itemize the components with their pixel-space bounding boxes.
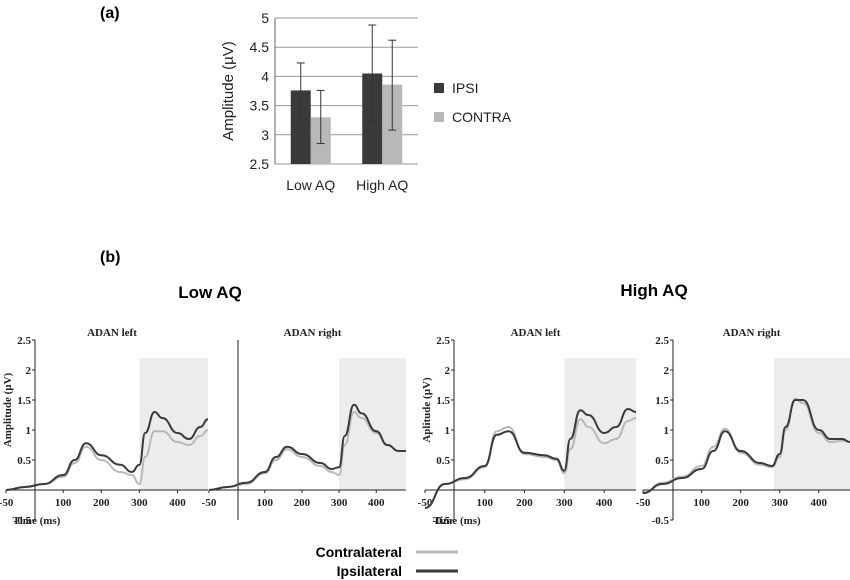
erp-xtick-label: 100 [55, 497, 72, 509]
erp-ytick-label: 1 [664, 425, 670, 437]
group-title-high: High AQ [620, 281, 687, 300]
legend-label-ipsi: IPSI [452, 80, 478, 96]
erp-line-contralateral [5, 429, 209, 491]
erp-panels: ADAN left-0.50.511.522.5-50 100 200 300 400A… [0, 327, 850, 527]
erp-xtick-label: 400 [368, 497, 385, 509]
erp-ytick-label: 2.5 [655, 335, 669, 347]
erp-y-axis-label: Aplitude (µV) [421, 377, 433, 443]
erp-xtick-label: 300 [771, 497, 788, 509]
erp-xtick-label: 200 [294, 497, 311, 509]
legend-b: Contralateral Ipsilateral [316, 544, 458, 579]
erp-ytick-label: 1.5 [655, 395, 669, 407]
erp-ytick-label: 1.5 [17, 395, 31, 407]
erp-xtick-label: 400 [169, 497, 186, 509]
erp-ytick-label: 0.5 [655, 455, 669, 467]
erp-xtick-label: -50 [636, 497, 651, 509]
erp-panel-title: ADAN right [723, 327, 781, 339]
legend-contralateral-label: Contralateral [316, 544, 402, 560]
bar-ytick-label: 4.5 [250, 39, 270, 55]
erp-ytick-label: 2 [664, 365, 670, 377]
bar-ytick-label: 3.5 [250, 98, 270, 114]
erp-xtick-label: 200 [732, 497, 749, 509]
erp-ytick-label: 0.5 [17, 455, 31, 467]
erp-ytick-label: -0.5 [652, 515, 670, 527]
bar-ytick-label: 4 [261, 68, 269, 84]
erp-xtick-label: -50 [202, 497, 217, 509]
erp-ytick-label: 2.5 [17, 335, 31, 347]
erp-ytick-label: 2 [26, 365, 32, 377]
bar-category-label: High AQ [356, 177, 408, 193]
bar-ipsi-low-aq [290, 90, 311, 164]
bar-chart: 2.5 3 3.5 4 4.5 5 Amplitude (µV) Low AQ High AQ I… [220, 10, 512, 193]
erp-ytick-label: 0.5 [436, 455, 450, 467]
erp-xtick-label: 100 [257, 497, 274, 509]
erp-y-axis-label: Amplitude (µV) [2, 372, 14, 447]
erp-xtick-label: 200 [516, 497, 533, 509]
erp-panel-1: ADAN left -0.5 0.5 1 1.5 2 2.5 -50 100 200 300 400 A… [0, 327, 209, 527]
panel-label-b: (b) [100, 249, 120, 266]
bar-category-label: Low AQ [286, 177, 335, 193]
erp-panel-title: ADAN left [87, 327, 137, 339]
erp-panel-title: ADAN left [511, 327, 561, 339]
group-title-low: Low AQ [178, 283, 242, 302]
erp-line-ipsilateral [208, 403, 406, 491]
erp-line-ipsilateral [642, 399, 850, 494]
legend-ipsilateral-label: Ipsilateral [337, 563, 402, 579]
bar-ytick-label: 3 [261, 127, 269, 143]
erp-ytick-label: 1.5 [436, 395, 450, 407]
erp-ytick-label: -0.5 [433, 515, 451, 527]
erp-xtick-label: 300 [331, 497, 348, 509]
erp-xtick-label: 100 [693, 497, 710, 509]
erp-x-axis-label: Time (ms) [13, 515, 61, 527]
erp-panel-3: ADAN left-0.50.511.522.5-50 100 200 300 400A… [418, 327, 637, 527]
erp-line-contralateral [642, 397, 850, 494]
bar-ytick-label: 5 [261, 10, 269, 26]
bar-ytick-label: 2.5 [250, 156, 270, 172]
erp-panel-2: ADAN right -50 100 200 300 400 [202, 327, 406, 520]
erp-ytick-label: 1 [445, 425, 451, 437]
erp-xtick-label: 300 [556, 497, 573, 509]
erp-ytick-label: -0.5 [14, 515, 32, 527]
legend-swatch-ipsi [434, 83, 444, 93]
bar-y-axis-label: Amplitude (µV) [220, 41, 237, 141]
erp-xtick-label: 200 [93, 497, 110, 509]
erp-ytick-label: 2.5 [436, 335, 450, 347]
erp-xtick-label: 400 [811, 497, 828, 509]
erp-panel-4: ADAN right -0.5 0.5 1 1.5 2 2.5 -50 100 200 300 400 [636, 327, 850, 527]
erp-line-ipsilateral [424, 407, 637, 509]
erp-line-ipsilateral [5, 410, 209, 491]
erp-xtick-label: -50 [0, 497, 14, 509]
analysis-window-shade [139, 358, 208, 490]
erp-xtick-label: 400 [596, 497, 613, 509]
erp-x-axis-label: Time (ms) [433, 515, 481, 527]
legend-label-contra: CONTRA [452, 109, 512, 125]
legend-swatch-contra [434, 112, 444, 122]
erp-xtick-label: 300 [131, 497, 148, 509]
erp-ytick-label: 1 [26, 425, 32, 437]
erp-xtick-label: 100 [476, 497, 493, 509]
erp-panel-title: ADAN right [284, 327, 342, 339]
panel-label-a: (a) [100, 5, 120, 22]
erp-ytick-label: 2 [445, 365, 451, 377]
